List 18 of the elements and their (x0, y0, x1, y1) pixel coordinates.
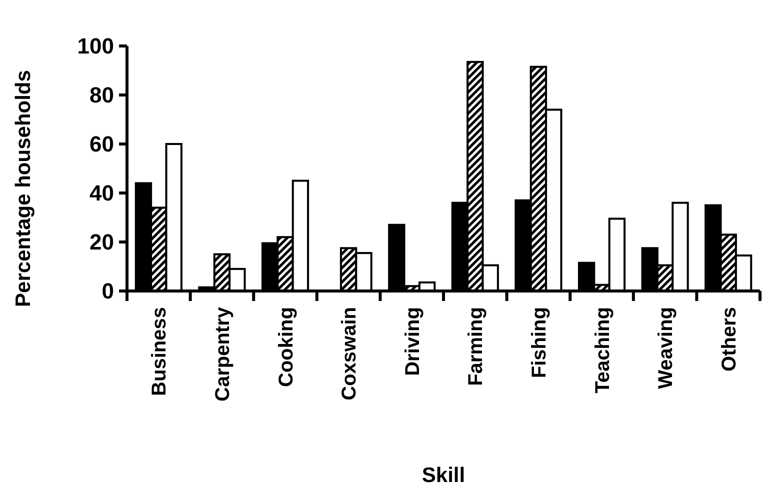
x-tick-label: Teaching (592, 307, 614, 394)
y-tick-label: 0 (102, 278, 114, 304)
x-tick-label: Carpentry (212, 306, 234, 402)
x-tick-label: Coxswain (338, 307, 361, 400)
x-axis-title: Skill (422, 464, 466, 487)
y-tick-label: 100 (77, 34, 114, 59)
x-tick-label: Driving (402, 307, 424, 376)
y-tick-label: 80 (90, 82, 114, 108)
y-axis-title: Percentage households (12, 70, 35, 307)
x-tick-label: Others (718, 307, 740, 372)
x-tick-label: Fishing (528, 307, 550, 378)
x-tick-label: Weaving (655, 307, 678, 389)
x-tick-label: Farming (465, 307, 488, 386)
y-tick-label: 40 (90, 180, 114, 206)
y-tick-label: 20 (90, 230, 114, 255)
y-tick-label: 60 (90, 132, 114, 157)
x-tick-label: Business (148, 307, 171, 396)
x-tick-label: Cooking (275, 307, 298, 387)
